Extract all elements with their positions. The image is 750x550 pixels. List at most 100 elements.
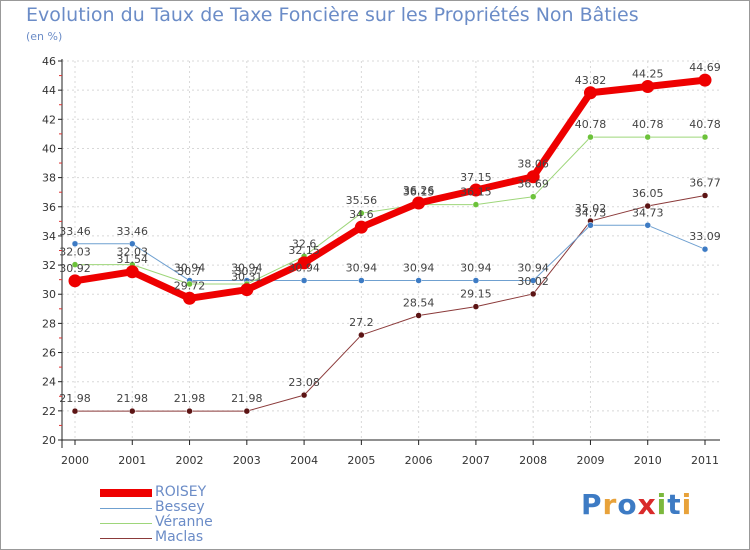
x-tick-label: 2000	[61, 454, 89, 467]
data-label-bessey: 30.94	[460, 262, 492, 275]
y-tick-label: 38	[42, 172, 56, 185]
data-point-bessey	[300, 277, 308, 284]
data-label-veranne: 30.7	[177, 265, 202, 278]
logo-letter: x	[637, 488, 657, 521]
x-tick-label: 2004	[290, 454, 318, 467]
data-label-roisey: 29.72	[174, 279, 206, 292]
y-tick-label: 40	[42, 142, 56, 155]
data-label-veranne: 36.15	[403, 186, 435, 199]
data-point-veranne	[644, 133, 651, 141]
data-label-maclas: 29.15	[460, 288, 492, 301]
y-tick-label: 28	[42, 317, 56, 330]
data-label-bessey: 33.46	[59, 225, 91, 238]
y-tick-label: 32	[42, 259, 56, 272]
legend-swatch-roisey	[100, 489, 152, 497]
data-point-roisey	[412, 196, 426, 210]
data-point-roisey	[469, 183, 483, 197]
logo-letter: i	[681, 488, 693, 521]
series-line-veranne	[75, 136, 705, 285]
data-label-bessey: 30.94	[517, 262, 549, 275]
data-point-maclas	[243, 407, 251, 415]
data-label-bessey: 30.94	[288, 262, 320, 275]
data-label-maclas: 27.2	[349, 316, 374, 329]
x-tick-label: 2007	[462, 454, 490, 467]
data-point-roisey	[240, 283, 254, 297]
data-point-veranne	[529, 193, 537, 200]
data-point-roisey	[526, 170, 540, 184]
data-point-maclas	[701, 192, 709, 199]
data-point-veranne	[358, 209, 365, 217]
series-line-maclas	[75, 195, 706, 412]
x-tick-label: 2006	[405, 454, 433, 467]
x-tick-label: 2010	[634, 454, 662, 467]
data-point-veranne	[186, 280, 193, 288]
data-point-roisey	[641, 80, 655, 94]
data-point-bessey	[415, 277, 422, 284]
data-label-veranne: 40.78	[575, 118, 607, 131]
data-label-maclas: 21.98	[231, 392, 263, 405]
data-point-maclas	[644, 202, 651, 210]
x-tick-label: 2001	[118, 454, 146, 467]
x-tick-label: 2005	[347, 454, 375, 467]
x-tick-label: 2009	[576, 454, 604, 467]
data-label-bessey: 33.09	[689, 230, 721, 243]
data-point-roisey	[68, 274, 82, 288]
logo-letter: t	[667, 488, 682, 521]
data-point-maclas	[71, 407, 79, 415]
data-point-bessey	[529, 277, 537, 284]
data-point-roisey	[183, 291, 197, 305]
x-tick-label: 2008	[519, 454, 547, 467]
data-label-veranne: 40.78	[632, 118, 664, 131]
legend-label-veranne: Véranne	[155, 514, 213, 530]
data-label-roisey: 32.15	[288, 244, 320, 257]
data-point-roisey	[698, 73, 712, 87]
data-label-bessey: 30.94	[346, 262, 378, 275]
data-label-veranne: 30.7	[235, 265, 260, 278]
y-tick-label: 42	[42, 113, 56, 126]
data-label-maclas: 28.54	[403, 297, 435, 310]
data-label-roisey: 37.15	[460, 171, 492, 184]
data-label-roisey: 38.06	[517, 158, 549, 171]
legend-swatch-veranne	[100, 523, 152, 524]
data-label-maclas: 21.98	[117, 392, 149, 405]
proxiti-logo: Proxiti	[581, 488, 692, 521]
logo-letter: i	[656, 488, 668, 521]
y-tick-label: 24	[42, 376, 56, 389]
data-point-maclas	[186, 407, 193, 415]
data-point-veranne	[472, 201, 480, 208]
data-label-roisey: 43.82	[575, 74, 607, 87]
data-label-roisey: 44.69	[689, 61, 721, 74]
data-label-roisey: 34.6	[349, 208, 374, 221]
logo-letter: r	[602, 488, 618, 521]
y-tick-label: 46	[42, 55, 56, 68]
x-tick-label: 2003	[233, 454, 261, 467]
y-tick-label: 36	[42, 201, 56, 214]
data-point-maclas	[300, 391, 308, 399]
logo-letter: P	[581, 488, 603, 521]
data-label-maclas: 36.77	[689, 177, 721, 190]
data-point-bessey	[71, 240, 79, 248]
data-point-bessey	[129, 240, 136, 248]
y-tick-label: 26	[42, 347, 56, 360]
plot-area	[62, 61, 720, 440]
legend-label-roisey: ROISEY	[155, 484, 207, 500]
data-label-maclas: 23.08	[288, 376, 320, 389]
data-label-veranne: 36.69	[517, 178, 549, 191]
data-label-veranne: 32.6	[292, 237, 317, 250]
data-point-bessey	[644, 222, 651, 229]
x-tick-label: 2011	[691, 454, 719, 467]
data-point-maclas	[358, 331, 365, 339]
data-point-bessey	[472, 277, 480, 284]
data-point-roisey	[583, 86, 597, 100]
chart-subtitle: (en %)	[26, 30, 63, 43]
data-label-veranne: 32.03	[117, 246, 149, 259]
logo-letter: o	[617, 488, 638, 521]
data-point-maclas	[472, 303, 480, 310]
legend-swatch-maclas	[100, 538, 152, 539]
data-point-bessey	[587, 222, 594, 229]
data-point-veranne	[701, 133, 709, 141]
data-label-bessey: 34.73	[575, 206, 607, 219]
legend-label-bessey: Bessey	[155, 499, 205, 515]
data-label-veranne: 36.15	[460, 186, 492, 199]
